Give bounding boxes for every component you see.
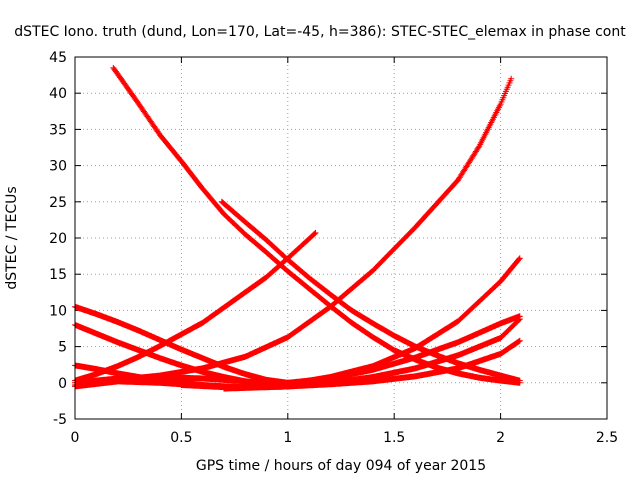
chart-title: dSTEC Iono. truth (dund, Lon=170, Lat=-4… [14,24,626,40]
y-tick-label: 25 [49,195,67,211]
data-points [218,198,523,384]
x-tick-label: 2.5 [596,430,618,446]
x-tick-label: 0 [71,430,80,446]
y-tick-label: 35 [49,122,67,138]
y-tick-label: 0 [58,376,67,392]
y-axis-title: dSTEC / TECUs [4,186,20,289]
data-series [72,64,523,392]
y-tick-label: 40 [49,86,67,102]
data-series-group [218,198,523,384]
x-tick-label: 2 [496,430,505,446]
x-tick-label: 1 [283,430,292,446]
y-tick-label: 5 [58,340,67,356]
y-tick-label: 10 [49,303,67,319]
x-tick-label: 1.5 [383,430,405,446]
plot-frame [74,56,608,420]
y-tick-label: 30 [49,159,67,175]
data-series-group [72,75,515,388]
x-axis-title: GPS time / hours of day 094 of year 2015 [196,458,486,474]
y-tick-label: 15 [49,267,67,283]
data-series-group [221,337,523,392]
y-tick-label: -5 [53,412,67,428]
data-points [221,337,523,392]
grid [75,57,607,419]
y-tick-label: 45 [49,50,67,66]
data-points [72,75,515,388]
x-tick-label: 0.5 [170,430,192,446]
y-tick-label: 20 [49,231,67,247]
